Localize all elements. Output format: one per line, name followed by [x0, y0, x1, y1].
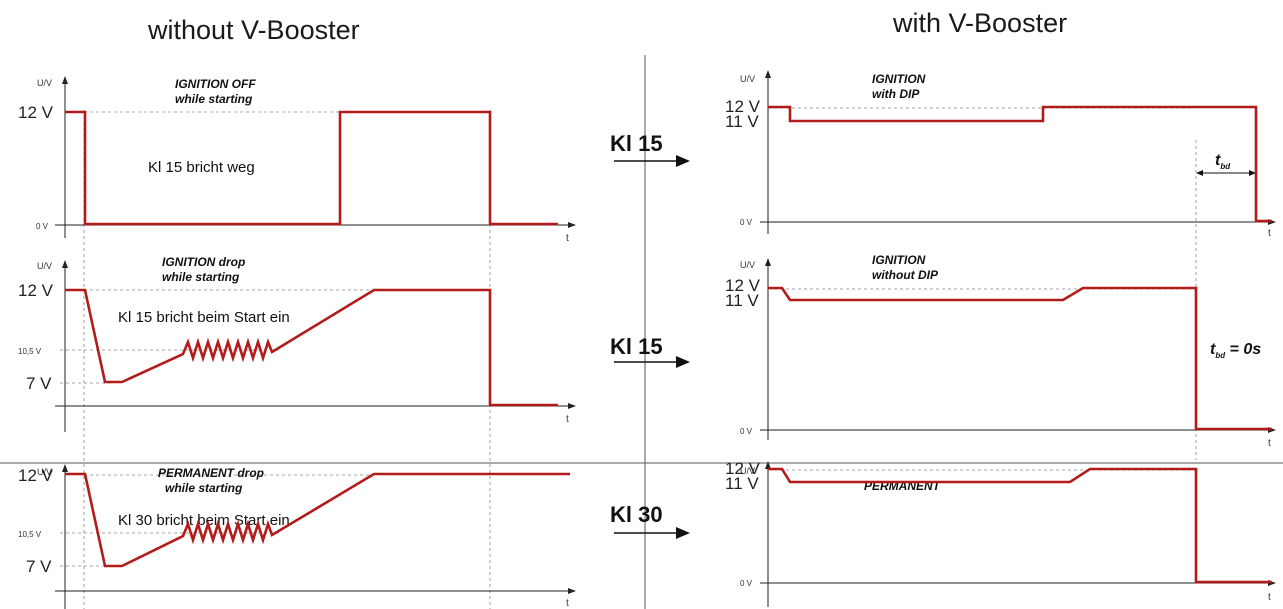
tbd-label: tbd	[1215, 152, 1231, 171]
tick-12v: 12 V	[725, 276, 761, 295]
signal-trace	[768, 105, 1272, 223]
y-axis-arrow-icon	[62, 260, 68, 268]
tick-0v: 0 V	[36, 222, 49, 231]
panel-description: Kl 15 bricht weg	[148, 159, 255, 176]
tbd-arrow-left-icon	[1196, 170, 1203, 176]
y-axis-arrow-icon	[62, 76, 68, 84]
t-axis-label: t	[1268, 592, 1271, 603]
panel-title: IGNITION	[872, 72, 926, 86]
u-axis-label: U/V	[740, 260, 755, 270]
panel-title: IGNITION drop	[162, 255, 245, 269]
signal-trace	[768, 286, 1272, 431]
x-axis-arrow-icon	[568, 403, 576, 409]
panel-subtitle: with DIP	[872, 87, 920, 101]
tick-7v: 7 V	[26, 557, 52, 576]
connector-label: Kl 15	[610, 131, 663, 156]
tick-7v: 7 V	[26, 374, 52, 393]
tick-0v: 0 V	[740, 427, 753, 436]
u-axis-label: U/V	[37, 78, 52, 88]
tick-11v: 11 V	[725, 474, 759, 493]
tick-12v: 12 V	[725, 459, 761, 478]
panel-subtitle: while starting	[165, 481, 243, 495]
y-axis-arrow-icon	[765, 461, 771, 469]
tick-12v: 12 V	[18, 466, 54, 485]
tick-12v: 12 V	[18, 103, 54, 122]
u-axis-label: U/V	[37, 261, 52, 271]
tick-12v: 12 V	[725, 97, 761, 116]
panel-right-ignition-without-dip: U/V t 12 V 11 V 0 V IGNITION without DIP…	[725, 253, 1276, 449]
panel-title: IGNITION OFF	[175, 77, 256, 91]
panel-left-permanent-drop: U/V t 12 V 10,5 V 7 V PERMANENT drop whi…	[18, 464, 576, 609]
y-axis-arrow-icon	[765, 70, 771, 78]
u-axis-label: U/V	[37, 467, 52, 477]
arrow-right-icon	[676, 527, 690, 539]
panel-subtitle: while starting	[175, 92, 253, 106]
tick-12v: 12 V	[18, 281, 54, 300]
u-axis-label: U/V	[740, 466, 755, 476]
tbd-zero-label: tbd = 0s	[1210, 341, 1261, 360]
panel-left-ignition-off: U/V t 12 V 0 V IGNITION OFF while starti…	[18, 76, 576, 244]
u-axis-label: U/V	[740, 74, 755, 84]
panel-right-permanent: U/V t 12 V 11 V 0 V PERMANENT	[725, 459, 1276, 607]
signal-trace	[768, 467, 1272, 584]
connector-2: Kl 15	[610, 334, 690, 368]
panel-title: IGNITION	[872, 253, 926, 267]
signal-trace	[65, 472, 570, 568]
panel-subtitle: without DIP	[872, 268, 939, 282]
t-axis-label: t	[566, 414, 569, 425]
tick-10-5v: 10,5 V	[18, 530, 42, 539]
t-axis-label: t	[566, 598, 569, 609]
y-axis-arrow-icon	[765, 258, 771, 266]
signal-trace	[65, 110, 558, 226]
tick-0v: 0 V	[740, 218, 753, 227]
panel-description: Kl 30 bricht beim Start ein	[118, 512, 290, 529]
panel-description: Kl 15 bricht beim Start ein	[118, 309, 290, 326]
t-axis-label: t	[1268, 438, 1271, 449]
connector-label: Kl 15	[610, 334, 663, 359]
y-axis-arrow-icon	[62, 464, 68, 472]
heading-with-v-booster: with V-Booster	[892, 8, 1067, 38]
t-axis-label: t	[566, 233, 569, 244]
t-axis-label: t	[1268, 228, 1271, 239]
tick-11v: 11 V	[725, 291, 759, 310]
panel-subtitle: while starting	[162, 270, 240, 284]
tick-10-5v: 10,5 V	[18, 347, 42, 356]
signal-trace	[65, 288, 558, 407]
x-axis-arrow-icon	[568, 222, 576, 228]
panel-right-ignition-with-dip: U/V t 12 V 11 V 0 V IGNITION with DIP tb…	[725, 70, 1276, 239]
connector-1: Kl 15	[610, 131, 690, 167]
panel-left-ignition-drop: U/V t 12 V 10,5 V 7 V IGNITION drop whil…	[18, 255, 576, 432]
connector-label: Kl 30	[610, 502, 663, 527]
tick-11v: 11 V	[725, 112, 759, 131]
connector-3: Kl 30	[610, 502, 690, 539]
heading-without-v-booster: without V-Booster	[147, 15, 360, 45]
panel-title: PERMANENT drop	[158, 466, 264, 480]
arrow-right-icon	[676, 155, 690, 167]
x-axis-arrow-icon	[568, 588, 576, 594]
tick-0v: 0 V	[740, 579, 753, 588]
tbd-arrow-right-icon	[1249, 170, 1256, 176]
arrow-right-icon	[676, 356, 690, 368]
